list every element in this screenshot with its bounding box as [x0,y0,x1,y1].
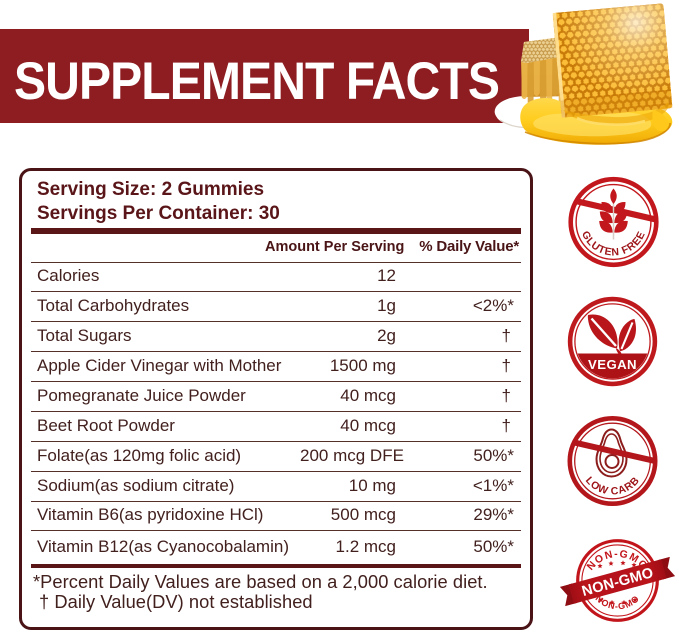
svg-text:LOW CARB: LOW CARB [583,474,642,497]
svg-text:VEGAN: VEGAN [588,357,637,372]
